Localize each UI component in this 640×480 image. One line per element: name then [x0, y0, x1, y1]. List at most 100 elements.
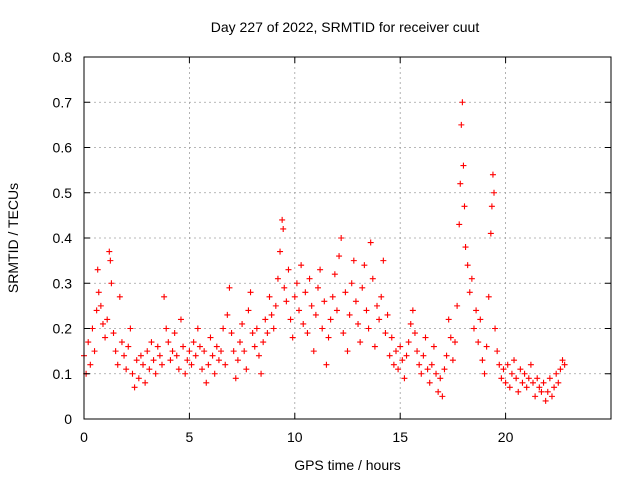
data-point	[449, 357, 456, 364]
data-point	[249, 330, 256, 337]
data-point	[338, 235, 345, 241]
data-point	[403, 352, 410, 359]
data-point	[192, 352, 199, 359]
data-point	[336, 253, 343, 260]
data-point	[517, 366, 524, 373]
data-point	[190, 339, 197, 346]
data-point	[150, 357, 157, 364]
data-point	[274, 275, 281, 282]
data-point	[308, 302, 315, 309]
data-point	[161, 293, 168, 300]
data-point	[420, 352, 427, 359]
data-point	[525, 375, 532, 382]
data-point	[494, 348, 501, 355]
data-point	[112, 348, 119, 355]
data-point	[428, 361, 435, 368]
data-point	[376, 316, 383, 323]
data-point	[470, 325, 477, 332]
data-point	[530, 379, 537, 386]
data-point	[312, 311, 319, 318]
data-point	[492, 325, 499, 332]
data-point	[165, 339, 172, 346]
data-point	[352, 298, 359, 305]
data-point	[513, 375, 520, 382]
data-point	[475, 339, 482, 346]
data-point	[283, 298, 290, 305]
data-point	[87, 361, 94, 368]
data-points-layer	[81, 99, 568, 404]
data-point	[253, 325, 260, 332]
data-point	[342, 289, 349, 296]
data-point	[222, 361, 229, 368]
data-point	[357, 339, 364, 346]
data-point	[374, 302, 381, 309]
data-point	[430, 343, 437, 350]
y-tick-label: 0.5	[53, 185, 73, 201]
data-point	[123, 366, 130, 373]
data-point	[287, 316, 294, 323]
data-point	[321, 298, 328, 305]
data-point	[344, 348, 351, 355]
grid-layer	[84, 57, 611, 419]
data-point	[228, 330, 235, 337]
data-point	[205, 361, 212, 368]
data-point	[506, 384, 513, 391]
data-point	[262, 316, 269, 323]
data-point	[199, 366, 206, 373]
data-point	[452, 339, 459, 346]
x-axis-label: GPS time / hours	[294, 457, 401, 473]
data-point	[291, 293, 298, 300]
data-point	[319, 325, 326, 332]
data-point	[188, 361, 195, 368]
y-axis-label: SRMTID / TECUs	[5, 183, 21, 293]
data-point	[142, 379, 149, 386]
data-point	[137, 352, 144, 359]
data-point	[371, 343, 378, 350]
data-point	[365, 325, 372, 332]
data-point	[485, 293, 492, 300]
data-point	[489, 171, 496, 178]
y-tick-label: 0.6	[53, 140, 73, 156]
data-point	[496, 361, 503, 368]
data-point	[93, 307, 100, 314]
data-point	[94, 266, 101, 273]
data-point	[196, 343, 203, 350]
y-tick-label: 0.1	[53, 366, 73, 382]
data-point	[350, 257, 357, 264]
data-point	[378, 293, 385, 300]
data-point	[424, 366, 431, 373]
data-point	[129, 370, 136, 377]
data-point	[106, 248, 113, 255]
data-point	[479, 357, 486, 364]
data-point	[418, 370, 425, 377]
data-point	[91, 348, 98, 355]
data-point	[239, 320, 246, 327]
data-point	[325, 334, 332, 341]
data-point	[458, 121, 465, 128]
data-point	[154, 343, 161, 350]
data-point	[333, 307, 340, 314]
data-point	[359, 284, 366, 291]
data-point	[488, 203, 495, 210]
data-point	[144, 348, 151, 355]
data-point	[121, 352, 128, 359]
data-point	[511, 357, 518, 364]
data-point	[388, 334, 395, 341]
y-tick-label: 0.3	[53, 275, 73, 291]
data-point	[348, 280, 355, 287]
data-point	[118, 339, 125, 346]
data-point	[437, 375, 444, 382]
data-point	[363, 307, 370, 314]
data-point	[331, 271, 338, 278]
data-point	[445, 316, 452, 323]
data-point	[272, 302, 279, 309]
data-point	[536, 384, 543, 391]
data-point	[384, 311, 391, 318]
data-point	[89, 325, 96, 332]
data-point	[426, 379, 433, 386]
data-point	[236, 339, 243, 346]
data-point	[546, 375, 553, 382]
data-point	[266, 293, 273, 300]
data-point	[443, 352, 450, 359]
